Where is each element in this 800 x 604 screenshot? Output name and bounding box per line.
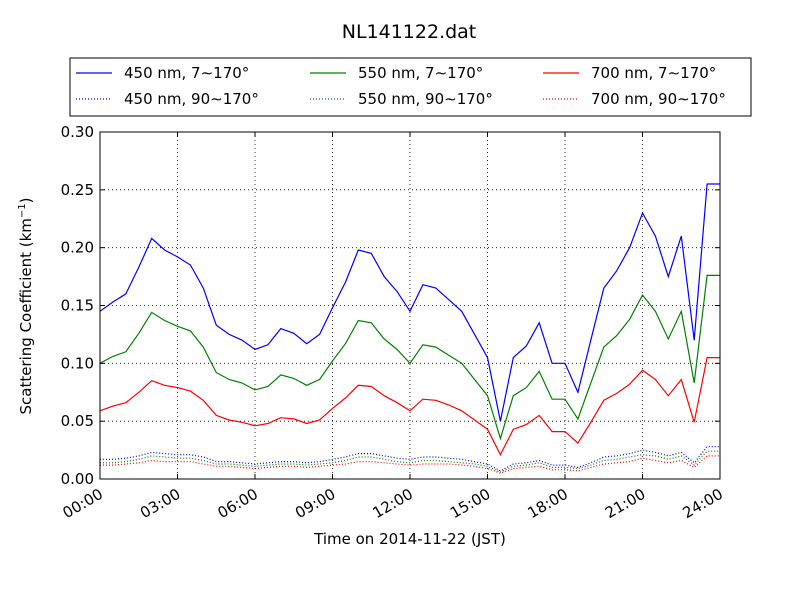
legend-label: 450 nm, 90∼170° bbox=[124, 90, 259, 108]
series-lines bbox=[99, 183, 720, 474]
y-tick-label: 0.20 bbox=[61, 239, 94, 257]
x-tick-label: 21:00 bbox=[602, 485, 648, 522]
legend-label: 700 nm, 7∼170° bbox=[591, 64, 716, 82]
y-axis-label: Scattering Coefficient (km−1) bbox=[17, 197, 35, 414]
series-line-1 bbox=[99, 274, 720, 441]
legend-label: 700 nm, 90∼170° bbox=[591, 90, 726, 108]
x-tick-label: 12:00 bbox=[370, 485, 416, 522]
y-tick-label: 0.15 bbox=[61, 297, 94, 315]
grid bbox=[99, 131, 721, 480]
legend-label: 450 nm, 7∼170° bbox=[124, 64, 249, 82]
x-axis-label: Time on 2014-11-22 (JST) bbox=[313, 530, 506, 548]
y-tick-label: 0.05 bbox=[61, 412, 94, 430]
series-line-4 bbox=[100, 450, 720, 473]
legend: 450 nm, 7∼170° 550 nm, 7∼170° 700 nm, 7∼17… bbox=[69, 57, 752, 117]
y-tick-label: 0.00 bbox=[61, 470, 94, 488]
legend-label: 550 nm, 7∼170° bbox=[358, 64, 483, 82]
series-line-2 bbox=[99, 357, 720, 457]
chart-title: NL141122.dat bbox=[342, 21, 477, 43]
x-tick-label: 06:00 bbox=[215, 485, 261, 522]
legend-box bbox=[69, 57, 752, 117]
x-tick-label: 03:00 bbox=[137, 485, 183, 522]
x-tick-label: 15:00 bbox=[447, 485, 493, 522]
x-tick-label: 00:00 bbox=[60, 485, 106, 522]
y-tick-label: 0.30 bbox=[61, 123, 94, 141]
y-tick-label: 0.10 bbox=[61, 354, 94, 372]
legend-label: 550 nm, 90∼170° bbox=[358, 90, 493, 108]
y-tick-label: 0.25 bbox=[61, 181, 94, 199]
x-tick-label: 09:00 bbox=[292, 485, 338, 522]
x-tick-label: 24:00 bbox=[680, 485, 726, 522]
x-tick-label: 18:00 bbox=[525, 485, 571, 522]
series-line-0 bbox=[99, 183, 720, 422]
